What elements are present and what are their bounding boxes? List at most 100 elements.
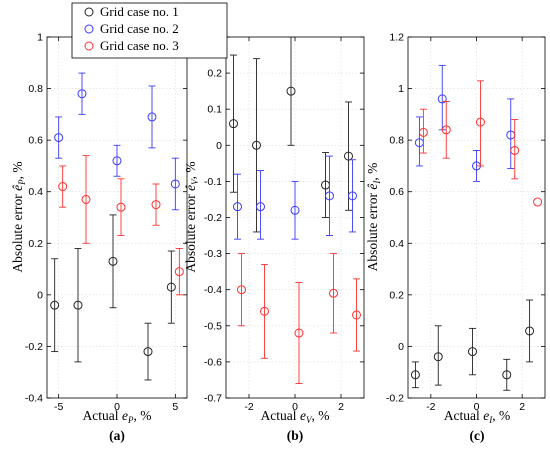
data-point [468,347,477,357]
data-point [433,352,443,362]
data-point [352,310,361,320]
y-tick-label: 0.8 [389,135,404,147]
x-tick-label: 2 [519,401,525,413]
panel-b: -0.7-0.6-0.5-0.4-0.3-0.2-0.100.10.20.3-2… [183,32,365,443]
x-tick-label: 0 [474,401,480,413]
data-point [476,117,485,127]
data-point [502,370,512,380]
data-point [229,119,238,129]
y-tick-label: 0.2 [389,289,404,301]
series-3 [58,155,184,296]
data-point [174,267,184,277]
y-tick-label: 0.4 [28,186,43,198]
x-axis-label: Actual eP, % [83,408,152,425]
data-point [151,200,161,210]
series-1 [410,299,535,391]
panel-label: (c) [470,428,485,443]
x-tick-label: 0 [292,401,298,413]
data-point [166,282,176,292]
legend-label: Grid case no. 2 [100,21,179,36]
y-tick-label: 0 [216,140,222,152]
series-2 [233,155,357,240]
data-point [112,156,122,166]
y-tick-label: 0.6 [389,186,404,198]
data-point [437,94,447,104]
data-point [290,205,300,215]
data-point [233,202,242,212]
series-3 [237,253,361,385]
data-point [533,197,543,207]
series-2 [414,64,516,182]
y-tick-label: -0.7 [204,393,222,405]
y-tick-label: -0.1 [204,176,222,188]
panel-label: (b) [287,428,304,443]
y-tick-label: -0.2 [386,393,404,405]
data-point [510,145,520,155]
x-tick-label: -5 [54,401,63,413]
x-tick-label: 5 [172,401,178,413]
y-tick-label: -0.3 [204,248,222,260]
y-axis-label: Absolute error êV, % [183,161,200,272]
data-point [256,202,265,212]
y-tick-label: 1.2 [389,32,404,44]
x-tick-label: 2 [338,401,344,413]
y-tick-label: 0.2 [207,68,222,80]
data-point [147,112,157,122]
x-axis-label: Actual eI, % [444,408,510,425]
y-tick-label: 0.8 [28,83,43,95]
legend-label: Grid case no. 3 [100,38,179,53]
x-tick-label: -2 [244,401,253,413]
data-point [81,194,91,204]
legend: Grid case no. 1 Grid case no. 2 Grid case … [71,2,228,59]
data-point [54,133,64,143]
x-axis-label: Actual eV, % [261,408,330,425]
y-tick-label: 0.6 [28,135,43,147]
data-point [58,182,68,192]
legend-marker [84,24,94,34]
y-tick-label: 0 [398,341,404,353]
y-tick-label: 0.1 [207,104,222,116]
y-tick-label: -0.6 [204,356,222,368]
data-point [525,326,535,336]
data-point [325,191,334,201]
data-point [418,127,428,137]
panel-c: -0.2 0 0.2 0.4 0.6 0.8 1 1.2 -2 0 2 Absolute error … [365,32,546,443]
panel-label: (a) [109,428,125,443]
series-3 [418,80,543,207]
data-point [441,125,451,135]
legend-box [71,2,228,59]
data-point [348,191,357,201]
y-tick-label: 0.4 [389,238,404,250]
y-tick-label: 0.2 [28,238,43,250]
y-tick-label: -0.4 [25,393,43,405]
legend-marker [84,7,94,17]
data-point [170,179,180,189]
x-tick-label: -2 [426,401,435,413]
y-tick-label: 0 [37,289,43,301]
data-point [294,328,304,338]
series-2 [54,72,180,211]
data-point [237,285,246,295]
data-point [116,202,126,212]
series-1 [50,214,176,381]
panel-a: -0.4 -0.2 0 0.2 0.4 0.6 0.8 1 -5 0 5 Absolute error… [10,32,188,443]
y-axis-label: Absolute error êI, % [365,163,382,272]
data-point [410,370,420,380]
data-point [329,288,338,298]
y-tick-label: -0.2 [25,341,43,353]
data-point [143,347,153,357]
x-tick-label: 0 [114,401,120,413]
y-tick-label: 1 [37,32,43,44]
legend-label: Grid case no. 1 [100,4,179,19]
y-tick-label: -0.5 [204,320,222,332]
data-point [252,140,261,150]
data-point [260,306,269,316]
plot-frame [407,36,546,399]
plot-frame [46,36,188,399]
data-point [50,300,60,310]
data-point [344,151,353,161]
legend-marker [84,41,94,51]
y-tick-label: -0.2 [204,212,222,224]
data-point [108,256,118,266]
